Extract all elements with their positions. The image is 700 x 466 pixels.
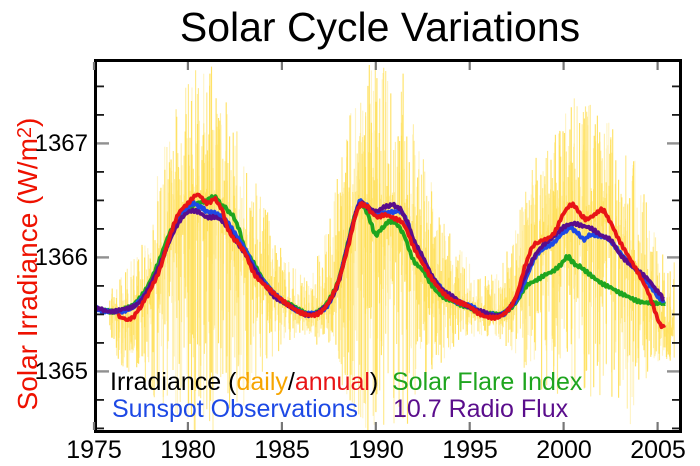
- axis-ticks: [92, 62, 679, 430]
- x-tick-label-1990: 1990: [348, 436, 404, 464]
- legend-slash: /: [287, 368, 295, 396]
- legend-flare: Solar Flare Index: [392, 368, 583, 396]
- legend-daily: daily: [236, 368, 288, 396]
- legend-irradiance-prefix: Irradiance (: [110, 368, 237, 396]
- x-tick-label-1995: 1995: [442, 436, 498, 464]
- data-series-layer: [96, 65, 675, 431]
- x-tick-label-1975: 1975: [66, 436, 122, 464]
- plot-frame: [94, 59, 682, 433]
- x-tick-label-2005: 2005: [630, 436, 686, 464]
- y-tick-label-1366: 1366: [34, 244, 88, 271]
- x-tick-label-1980: 1980: [160, 436, 216, 464]
- x-tick-label-2000: 2000: [536, 436, 592, 464]
- legend-close-paren: ): [369, 368, 379, 396]
- chart-title: Solar Cycle Variations: [179, 4, 581, 50]
- y-tick-label-1365: 1365: [34, 358, 88, 385]
- x-tick-label-1985: 1985: [254, 436, 310, 464]
- legend-radio: 10.7 Radio Flux: [393, 395, 569, 423]
- y-tick-label-1367: 1367: [34, 130, 88, 157]
- legend-sunspot: Sunspot Observations: [112, 395, 358, 423]
- legend-annual: annual: [294, 368, 370, 396]
- y-axis-label-suffix: ): [12, 117, 43, 127]
- legend-irradiance: Irradiance (daily/annual): [110, 368, 378, 397]
